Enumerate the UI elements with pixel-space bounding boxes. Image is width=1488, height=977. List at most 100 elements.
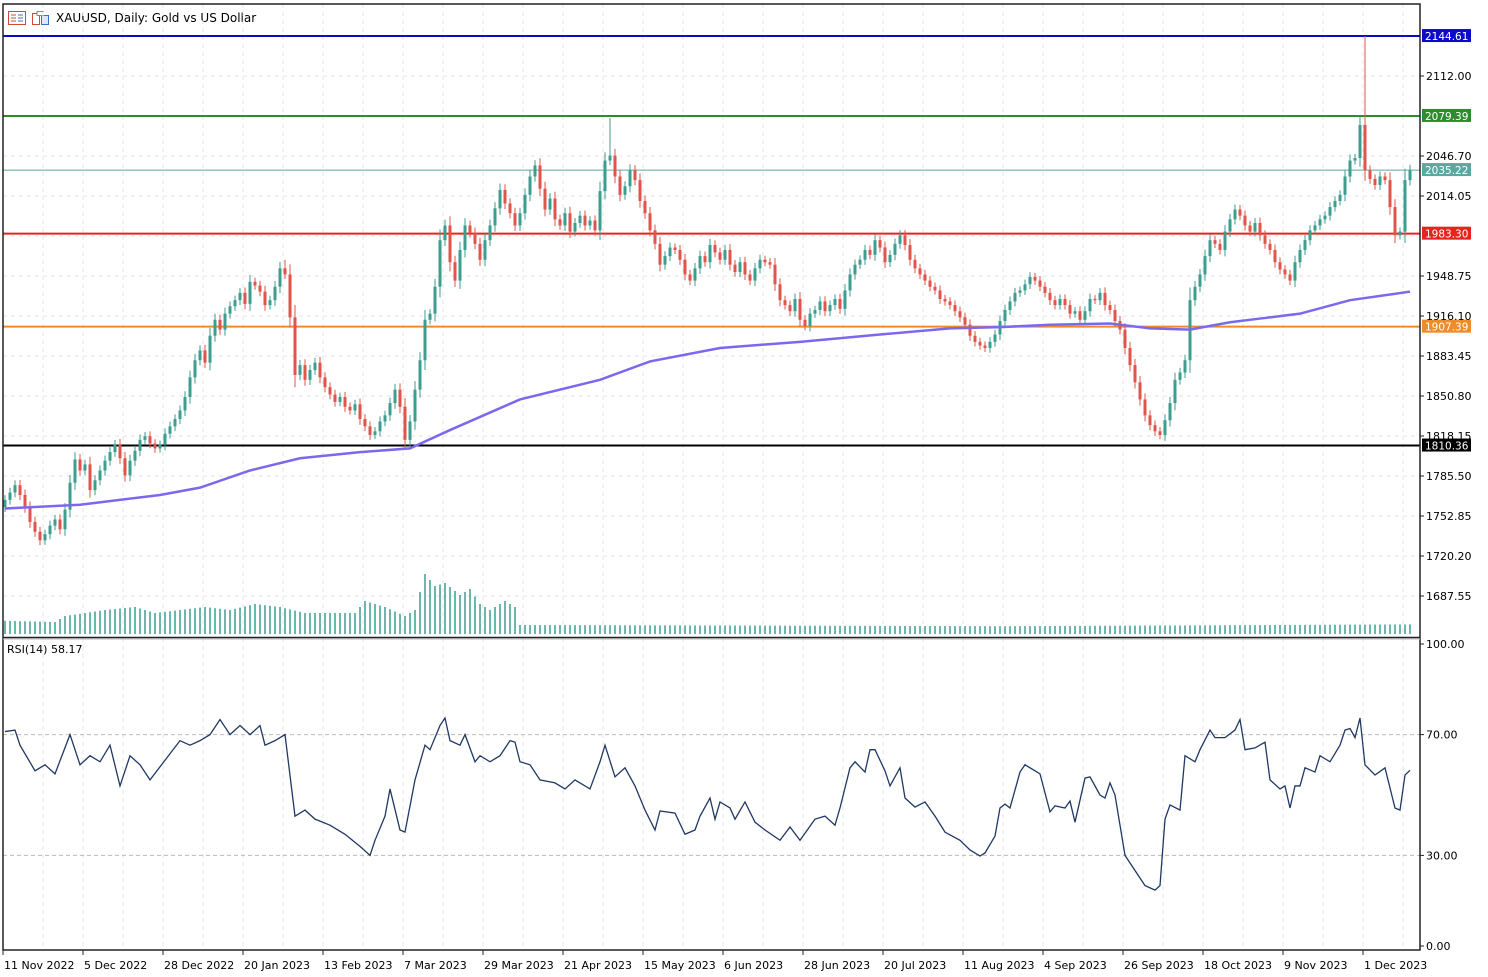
candle xyxy=(913,254,917,274)
candle xyxy=(23,489,27,513)
candle xyxy=(583,210,587,231)
candle-body xyxy=(1063,298,1067,306)
candle xyxy=(1223,225,1227,257)
candle-body xyxy=(1263,235,1267,244)
candle xyxy=(983,341,987,353)
candle xyxy=(373,427,377,440)
candle xyxy=(828,300,832,316)
candle-body xyxy=(1143,399,1147,416)
candle xyxy=(948,297,952,310)
grid-lines xyxy=(3,4,1420,950)
candle xyxy=(698,250,702,274)
candle-body xyxy=(1168,403,1172,421)
candle-body xyxy=(1148,415,1152,426)
candle-body xyxy=(993,334,997,342)
candle-body xyxy=(8,492,12,500)
candle-body xyxy=(88,464,92,491)
candle xyxy=(28,501,32,528)
candle xyxy=(1268,239,1272,255)
candle-body xyxy=(608,155,612,161)
candle-body xyxy=(293,317,297,375)
price-tick-label: 1752.85 xyxy=(1426,510,1472,523)
candle-body xyxy=(183,396,187,411)
candle-body xyxy=(613,155,617,177)
candle-body xyxy=(493,208,497,226)
candle xyxy=(758,254,762,274)
chart-list-icon[interactable] xyxy=(8,11,26,25)
candle-body xyxy=(188,377,192,397)
candle xyxy=(598,181,602,240)
candle-body xyxy=(633,170,637,181)
candle-body xyxy=(718,252,722,260)
candle xyxy=(403,398,407,449)
candle xyxy=(53,514,57,531)
candle xyxy=(458,241,462,289)
time-tick-label: 20 Jul 2023 xyxy=(884,959,946,972)
time-tick-label: 29 Mar 2023 xyxy=(484,959,554,972)
candle xyxy=(248,274,252,311)
candle-body xyxy=(128,460,132,476)
candle xyxy=(1288,269,1292,286)
candle xyxy=(988,337,992,353)
candle xyxy=(763,255,767,267)
candle-body xyxy=(883,247,887,263)
candle-body xyxy=(398,389,402,407)
candle xyxy=(83,459,87,476)
candle xyxy=(498,183,502,215)
price-tick-label: 1720.20 xyxy=(1426,550,1472,563)
candle xyxy=(1403,168,1407,243)
candle xyxy=(743,256,747,280)
candle-body xyxy=(193,360,197,378)
candle xyxy=(1038,275,1042,292)
candle xyxy=(228,301,232,319)
candle-body xyxy=(868,249,872,255)
candle-body xyxy=(238,292,242,301)
candle-body xyxy=(408,421,412,440)
candle-body xyxy=(223,313,227,330)
candle xyxy=(1193,281,1197,306)
candle xyxy=(723,244,727,265)
candle xyxy=(958,306,962,322)
candle-body xyxy=(1258,223,1262,236)
candle xyxy=(338,392,342,407)
candle-body xyxy=(443,225,447,241)
candle-body xyxy=(1338,194,1342,201)
candle-body xyxy=(463,225,467,250)
candle-body xyxy=(358,404,362,420)
chart-template-icon[interactable] xyxy=(32,11,50,25)
candle-body xyxy=(373,431,377,435)
candle xyxy=(433,278,437,322)
candle xyxy=(278,261,282,294)
candle xyxy=(118,439,122,464)
candle-body xyxy=(378,421,382,432)
candle-body xyxy=(603,160,607,192)
candle-body xyxy=(763,259,767,263)
candle xyxy=(798,292,802,327)
time-tick-label: 20 Jan 2023 xyxy=(244,959,310,972)
candle xyxy=(98,465,102,486)
price-tick-label: 1948.75 xyxy=(1426,270,1472,283)
price-tick-label: 2046.70 xyxy=(1426,150,1472,163)
candle-body xyxy=(1288,274,1292,281)
candle-body xyxy=(973,335,977,342)
candle-body xyxy=(588,220,592,226)
candle-body xyxy=(748,274,752,281)
candle-body xyxy=(458,249,462,281)
candle-body xyxy=(743,262,747,275)
candle-body xyxy=(273,286,277,301)
candle-body xyxy=(1133,365,1137,383)
candle xyxy=(708,238,712,269)
candle xyxy=(608,118,612,165)
candle-body xyxy=(573,223,577,232)
candle xyxy=(128,454,132,482)
candle xyxy=(43,529,47,545)
candle-body xyxy=(623,186,627,195)
candle-body xyxy=(1028,276,1032,285)
candlesticks xyxy=(3,36,1412,546)
candle xyxy=(1348,154,1352,183)
candle xyxy=(243,287,247,310)
level-tag xyxy=(1422,108,1471,122)
candle-body xyxy=(598,191,602,231)
candle-body xyxy=(343,396,347,407)
